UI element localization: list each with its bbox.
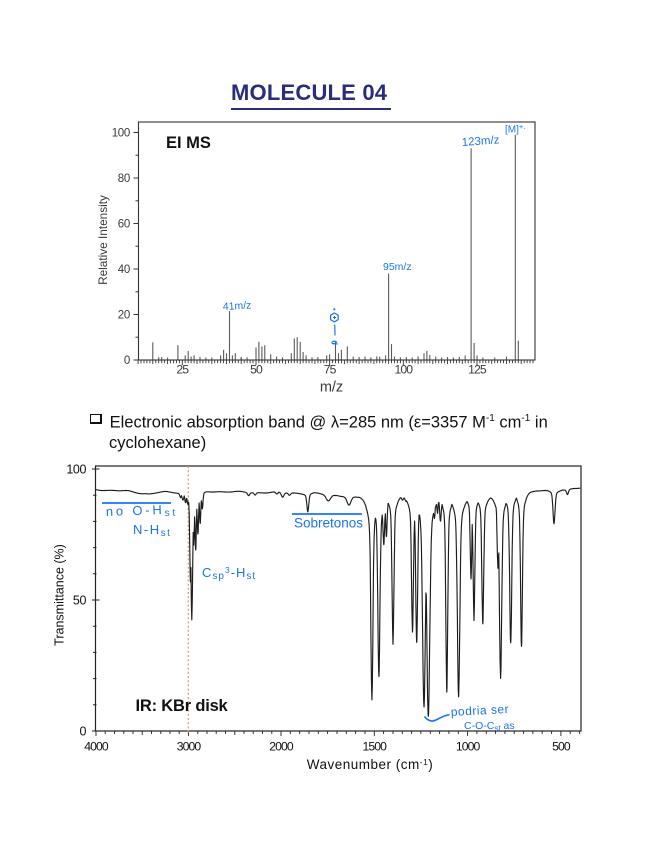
svg-text:60: 60 <box>118 219 130 231</box>
svg-text:95m/z: 95m/z <box>383 261 412 273</box>
svg-text:[M]+.: [M]+. <box>505 122 525 136</box>
svg-text:100: 100 <box>394 363 413 377</box>
svg-text:C-O-Cst as: C-O-Cst as <box>464 720 515 733</box>
svg-text:1500: 1500 <box>363 740 388 754</box>
svg-text:Relative Intensity: Relative Intensity <box>96 195 110 285</box>
svg-text:41m/z: 41m/z <box>223 300 252 313</box>
svg-text:25: 25 <box>176 363 189 377</box>
svg-text:2000: 2000 <box>269 740 294 754</box>
svg-text:125: 125 <box>468 363 487 377</box>
svg-text:3000: 3000 <box>177 740 202 754</box>
svg-text:4000: 4000 <box>84 740 109 754</box>
svg-text:1000: 1000 <box>456 740 481 754</box>
svg-text:Sobretonos: Sobretonos <box>294 516 363 531</box>
svg-text:100: 100 <box>112 128 130 140</box>
svg-text:75: 75 <box>324 363 337 377</box>
svg-text:Csp3-Hst: Csp3-Hst <box>202 565 256 582</box>
svg-text:50: 50 <box>73 594 87 608</box>
svg-text:podria ser: podria ser <box>450 702 509 719</box>
svg-text:Transmittance (%): Transmittance (%) <box>53 544 67 646</box>
svg-text:EI MS: EI MS <box>166 134 211 152</box>
svg-text:80: 80 <box>118 173 130 185</box>
svg-text:40: 40 <box>118 264 130 276</box>
svg-text:123m/z: 123m/z <box>461 134 500 149</box>
svg-text:0: 0 <box>79 725 86 739</box>
svg-text:N-Hst: N-Hst <box>133 522 171 539</box>
svg-text:500: 500 <box>552 740 571 754</box>
svg-text:50: 50 <box>250 363 263 377</box>
svg-text:IR: KBr disk: IR: KBr disk <box>136 697 229 715</box>
svg-text:100: 100 <box>66 463 86 477</box>
svg-text:Wavenumber (cm-1): Wavenumber (cm-1) <box>307 757 434 772</box>
svg-text:no O-Hst: no O-Hst <box>106 502 179 522</box>
svg-text:20: 20 <box>118 310 130 322</box>
svg-text:0: 0 <box>124 355 130 367</box>
svg-text:m/z: m/z <box>320 380 343 396</box>
